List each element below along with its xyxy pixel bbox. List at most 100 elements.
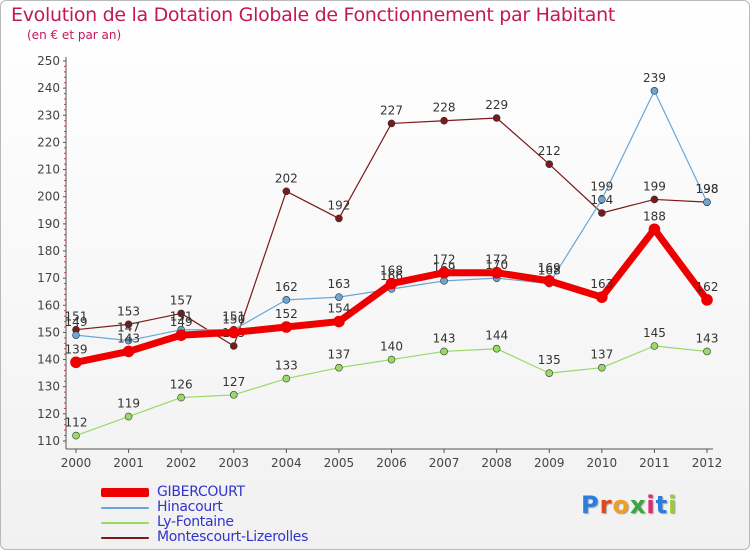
chart-legend: GIBERCOURT Hinacourt Ly-Fontaine Montesc… (101, 485, 308, 545)
y-tick-label: 110 (37, 434, 60, 448)
data-label-gibercourt: 172 (433, 253, 456, 267)
data-label-montescourt-lizerolles: 198 (696, 182, 719, 196)
data-point-ly-fontaine (440, 347, 448, 356)
data-label-ly-fontaine: 133 (275, 359, 298, 373)
data-label-gibercourt: 150 (222, 312, 245, 326)
legend-item-gibercourt: GIBERCOURT (101, 485, 308, 500)
data-label-ly-fontaine: 143 (696, 331, 719, 345)
y-tick-label: 220 (37, 135, 60, 149)
data-label-montescourt-lizerolles: 153 (117, 304, 140, 318)
x-tick-label: 2003 (218, 456, 249, 470)
data-point-hinacourt (650, 87, 659, 95)
data-point-gibercourt (280, 321, 293, 333)
data-point-montescourt-lizerolles (229, 342, 238, 350)
data-point-montescourt-lizerolles (335, 214, 343, 223)
data-point-montescourt-lizerolles (598, 209, 606, 217)
data-point-montescourt-lizerolles (650, 195, 659, 204)
x-tick-label: 2012 (692, 456, 723, 470)
data-label-hinacourt: 170 (485, 258, 508, 272)
y-tick-label: 180 (37, 244, 60, 258)
data-label-ly-fontaine: 137 (590, 348, 613, 362)
logo-letter: o (612, 491, 630, 519)
data-label-montescourt-lizerolles: 228 (433, 101, 456, 115)
legend-label-montescourt-lizerolles: Montescourt-Lizerolles (157, 529, 309, 545)
legend-item-ly-fontaine: Ly-Fontaine (101, 515, 308, 530)
data-label-hinacourt: 162 (275, 280, 298, 294)
data-label-montescourt-lizerolles: 212 (538, 144, 561, 158)
data-point-gibercourt (701, 294, 713, 306)
x-tick-label: 2009 (534, 456, 565, 470)
logo-letter: x (629, 491, 647, 519)
y-tick-label: 160 (37, 298, 60, 312)
data-label-gibercourt: 152 (275, 307, 298, 321)
data-label-ly-fontaine: 135 (538, 353, 561, 367)
data-label-ly-fontaine: 145 (643, 326, 666, 340)
x-tick-label: 2002 (166, 456, 197, 470)
data-label-montescourt-lizerolles: 157 (170, 293, 193, 307)
data-point-hinacourt (598, 195, 606, 204)
data-label-montescourt-lizerolles: 199 (643, 179, 666, 193)
x-tick-label: 2010 (587, 456, 618, 470)
logo-letter: r (599, 491, 613, 519)
x-tick-label: 2008 (481, 456, 512, 470)
data-label-hinacourt: 151 (222, 310, 245, 324)
legend-swatch-hinacourt (101, 506, 149, 509)
data-point-gibercourt (333, 315, 345, 328)
data-point-gibercourt (648, 223, 661, 236)
y-tick-label: 170 (37, 271, 60, 285)
data-label-hinacourt: 199 (590, 179, 613, 193)
data-label-gibercourt: 162 (696, 280, 719, 294)
data-point-gibercourt (596, 291, 608, 303)
data-point-gibercourt (490, 266, 503, 279)
data-point-hinacourt (124, 336, 133, 345)
data-point-ly-fontaine (124, 412, 133, 421)
legend-label-ly-fontaine: Ly-Fontaine (157, 514, 234, 530)
data-label-ly-fontaine: 144 (485, 329, 508, 343)
data-label-ly-fontaine: 140 (380, 340, 403, 354)
data-point-montescourt-lizerolles (177, 309, 185, 318)
data-point-hinacourt (282, 296, 291, 304)
legend-item-hinacourt: Hinacourt (101, 500, 308, 515)
data-label-ly-fontaine: 112 (65, 416, 88, 430)
data-label-montescourt-lizerolles: 202 (275, 171, 298, 185)
y-tick-label: 150 (37, 325, 60, 339)
y-tick-label: 120 (37, 407, 60, 421)
legend-label-gibercourt: GIBERCOURT (157, 484, 245, 500)
data-point-montescourt-lizerolles (440, 116, 448, 125)
data-point-gibercourt (175, 329, 187, 341)
y-tick-label: 240 (37, 81, 60, 95)
data-point-hinacourt (335, 293, 343, 301)
data-point-ly-fontaine (492, 344, 501, 353)
data-point-hinacourt (703, 198, 711, 206)
data-point-ly-fontaine (335, 363, 343, 372)
data-label-gibercourt: 149 (170, 315, 193, 329)
data-point-montescourt-lizerolles (545, 160, 554, 168)
data-label-hinacourt: 239 (643, 71, 666, 85)
data-point-ly-fontaine (229, 391, 238, 399)
y-tick-label: 230 (37, 108, 60, 122)
data-point-gibercourt (438, 266, 450, 279)
chart-title: Evolution de la Dotation Globale de Fonc… (11, 4, 616, 26)
data-point-gibercourt (122, 345, 135, 358)
data-point-ly-fontaine (387, 355, 396, 364)
y-tick-label: 190 (37, 217, 60, 231)
data-label-gibercourt: 168 (380, 264, 403, 278)
data-point-ly-fontaine (703, 347, 711, 356)
legend-label-hinacourt: Hinacourt (157, 499, 223, 515)
legend-swatch-gibercourt (101, 488, 149, 497)
data-label-hinacourt: 198 (696, 182, 719, 196)
logo-letter: t (655, 491, 669, 519)
data-point-montescourt-lizerolles (282, 187, 291, 196)
logo-letter: i (646, 491, 656, 519)
y-tick-label: 210 (37, 163, 60, 177)
proxiti-logo: Proxiti (581, 491, 677, 519)
x-tick-label: 2001 (113, 456, 144, 470)
data-label-gibercourt: 188 (643, 209, 666, 223)
x-tick-label: 2006 (376, 456, 407, 470)
x-tick-label: 2004 (271, 456, 302, 470)
legend-item-montescourt-lizerolles: Montescourt-Lizerolles (101, 530, 308, 545)
y-tick-label: 140 (37, 353, 60, 367)
data-label-gibercourt: 143 (117, 331, 140, 345)
